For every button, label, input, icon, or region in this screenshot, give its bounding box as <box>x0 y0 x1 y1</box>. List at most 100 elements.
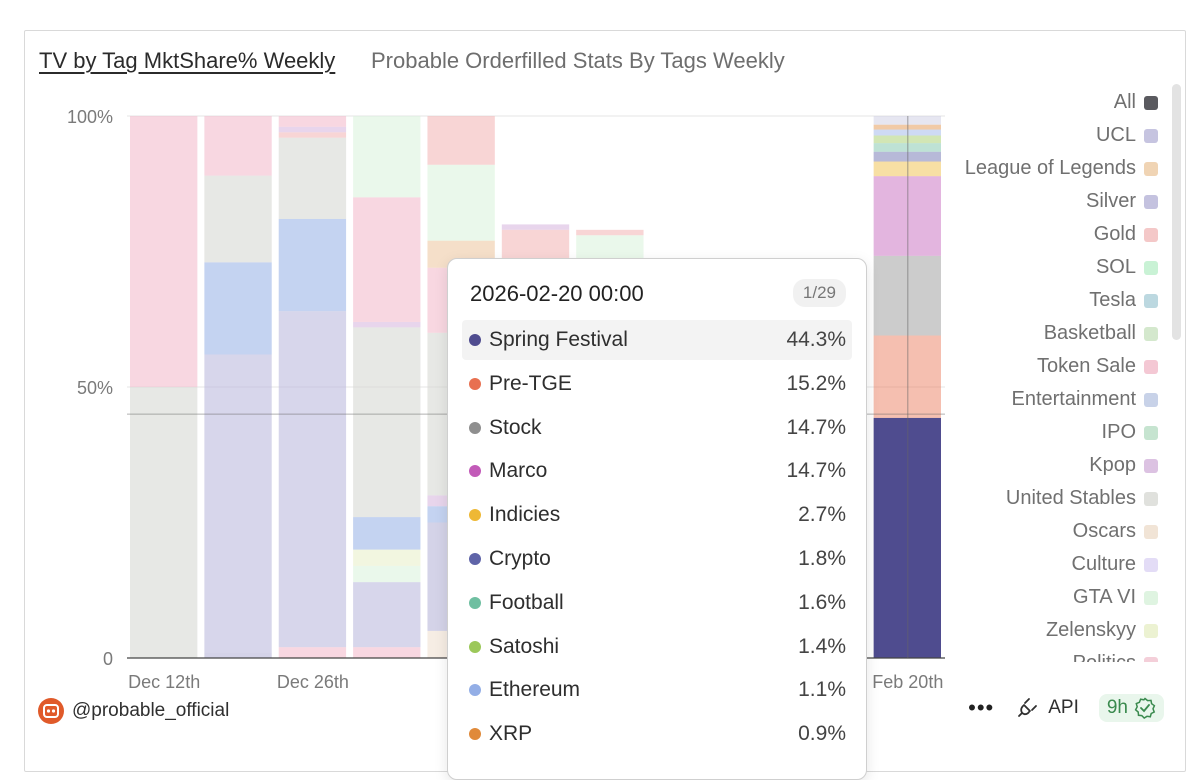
series-dot-icon <box>469 596 481 609</box>
bar-segment[interactable] <box>278 137 347 219</box>
bar-segment[interactable] <box>204 652 272 658</box>
bar-segment[interactable] <box>353 327 421 518</box>
tooltip-series-name: Stock <box>489 415 542 439</box>
refresh-status-badge[interactable]: 9h <box>1098 694 1164 722</box>
bar-segment[interactable] <box>353 116 421 198</box>
legend-swatch-icon <box>1144 623 1158 638</box>
bar-segment[interactable] <box>130 116 198 387</box>
bar-segment[interactable] <box>278 647 347 658</box>
legend-scrollbar[interactable] <box>1172 84 1181 340</box>
tooltip-row: Football 1.6% <box>462 583 852 623</box>
tooltip-row: Ethereum 1.1% <box>462 670 852 710</box>
legend-label: Politics <box>1073 652 1136 662</box>
legend-swatch-icon <box>1144 194 1158 209</box>
legend-item[interactable]: All <box>858 86 1158 119</box>
tooltip-page-indicator[interactable]: 1/29 <box>792 279 846 307</box>
legend-label: All <box>1113 91 1136 113</box>
legend-item[interactable]: Kpop <box>858 449 1158 482</box>
bar-segment[interactable] <box>353 197 421 322</box>
legend-item[interactable]: Politics <box>858 647 1158 662</box>
legend-item[interactable]: SOL <box>858 251 1158 284</box>
api-button[interactable]: API <box>1016 697 1079 719</box>
bar-segment[interactable] <box>501 224 570 230</box>
legend-swatch-icon <box>1144 524 1158 539</box>
verified-check-icon <box>1134 697 1156 719</box>
more-options-button[interactable]: ••• <box>968 695 995 720</box>
legend-item[interactable]: Silver <box>858 185 1158 218</box>
bar-segment[interactable] <box>353 647 421 658</box>
legend-label: Basketball <box>1043 322 1136 344</box>
bar-segment[interactable] <box>204 354 272 653</box>
tooltip-row: Marco 14.7% <box>462 451 852 491</box>
legend-swatch-icon <box>1144 656 1158 662</box>
series-dot-icon <box>469 728 481 741</box>
bar-segment[interactable] <box>204 262 272 355</box>
bar-segment[interactable] <box>353 549 421 566</box>
legend-item[interactable]: Culture <box>858 548 1158 581</box>
legend-swatch-icon <box>1144 392 1158 407</box>
legend-swatch-icon <box>1144 425 1158 440</box>
legend-label: UCL <box>1095 124 1136 146</box>
legend-item[interactable]: Gold <box>858 218 1158 251</box>
chart-legend: All UCL League of Legends Silver Gold SOL Tesl… <box>858 86 1158 662</box>
tooltip-date: 2026-02-20 00:00 <box>470 281 644 306</box>
tooltip-series-value: 1.8% <box>798 547 846 570</box>
bar-segment[interactable] <box>353 321 421 328</box>
bar-segment[interactable] <box>353 582 421 648</box>
legend-swatch-icon <box>1144 260 1158 275</box>
x-tick-label: Dec 12th <box>128 672 200 692</box>
series-dot-icon <box>469 640 481 653</box>
bar-segment[interactable] <box>278 311 347 648</box>
bar-segment[interactable] <box>278 132 347 138</box>
brand-handle: @probable_official <box>72 700 230 721</box>
bar-segment[interactable] <box>353 517 421 550</box>
bar-segment[interactable] <box>353 565 421 583</box>
bar-segment[interactable] <box>576 229 644 236</box>
tooltip-series-name: Crypto <box>489 547 551 570</box>
tooltip-series-value: 15.2% <box>786 371 846 395</box>
legend-swatch-icon <box>1144 128 1158 143</box>
legend-item[interactable]: Entertainment <box>858 383 1158 416</box>
bar-segment[interactable] <box>130 387 198 658</box>
legend-swatch-icon <box>1144 458 1158 473</box>
legend-swatch-icon <box>1144 491 1158 506</box>
bar-segment[interactable] <box>278 218 347 312</box>
legend-item[interactable]: Basketball <box>858 317 1158 350</box>
legend-item[interactable]: Zelenskyy <box>858 614 1158 647</box>
legend-item[interactable]: Tesla <box>858 284 1158 317</box>
brand[interactable]: @probable_official <box>38 698 229 724</box>
legend-swatch-icon <box>1144 359 1158 374</box>
legend-item[interactable]: Oscars <box>858 515 1158 548</box>
footer-actions: ••• API 9h <box>968 694 1164 722</box>
legend-item[interactable]: GTA VI <box>858 581 1158 614</box>
tooltip-series-value: 0.9% <box>798 722 846 746</box>
tooltip-series-value: 1.6% <box>798 590 846 614</box>
bar-segment[interactable] <box>204 175 272 263</box>
legend-label: Oscars <box>1072 520 1136 542</box>
bar-segment[interactable] <box>204 116 272 176</box>
legend-label: IPO <box>1101 421 1136 443</box>
bar-segment[interactable] <box>427 116 495 165</box>
legend-item[interactable]: League of Legends <box>858 152 1158 185</box>
x-tick-label: Feb 20th <box>872 672 943 692</box>
legend-item[interactable]: IPO <box>858 416 1158 449</box>
chart-title-tab[interactable]: TV by Tag MktShare% Weekly <box>39 48 336 73</box>
tooltip-series-name: Satoshi <box>489 634 560 658</box>
bar-segment[interactable] <box>278 126 347 133</box>
legend-item[interactable]: United Stables <box>858 482 1158 515</box>
x-tick-label: Dec 26th <box>277 672 349 692</box>
legend-swatch-icon <box>1144 590 1158 605</box>
refresh-age: 9h <box>1106 697 1128 718</box>
tooltip-row: Indicies 2.7% <box>462 495 852 535</box>
chart-subtitle: Probable Orderfilled Stats By Tags Weekl… <box>371 48 785 73</box>
tooltip-series-value: 14.7% <box>786 415 846 439</box>
bar-segment[interactable] <box>427 164 495 241</box>
bar-segment[interactable] <box>278 116 347 127</box>
legend-label: League of Legends <box>964 157 1136 179</box>
tooltip-series-value: 2.7% <box>798 503 846 527</box>
legend-label: SOL <box>1095 256 1136 278</box>
legend-item[interactable]: UCL <box>858 119 1158 152</box>
tooltip-row: XRP 0.9% <box>462 714 852 754</box>
api-label: API <box>1048 697 1079 718</box>
legend-item[interactable]: Token Sale <box>858 350 1158 383</box>
